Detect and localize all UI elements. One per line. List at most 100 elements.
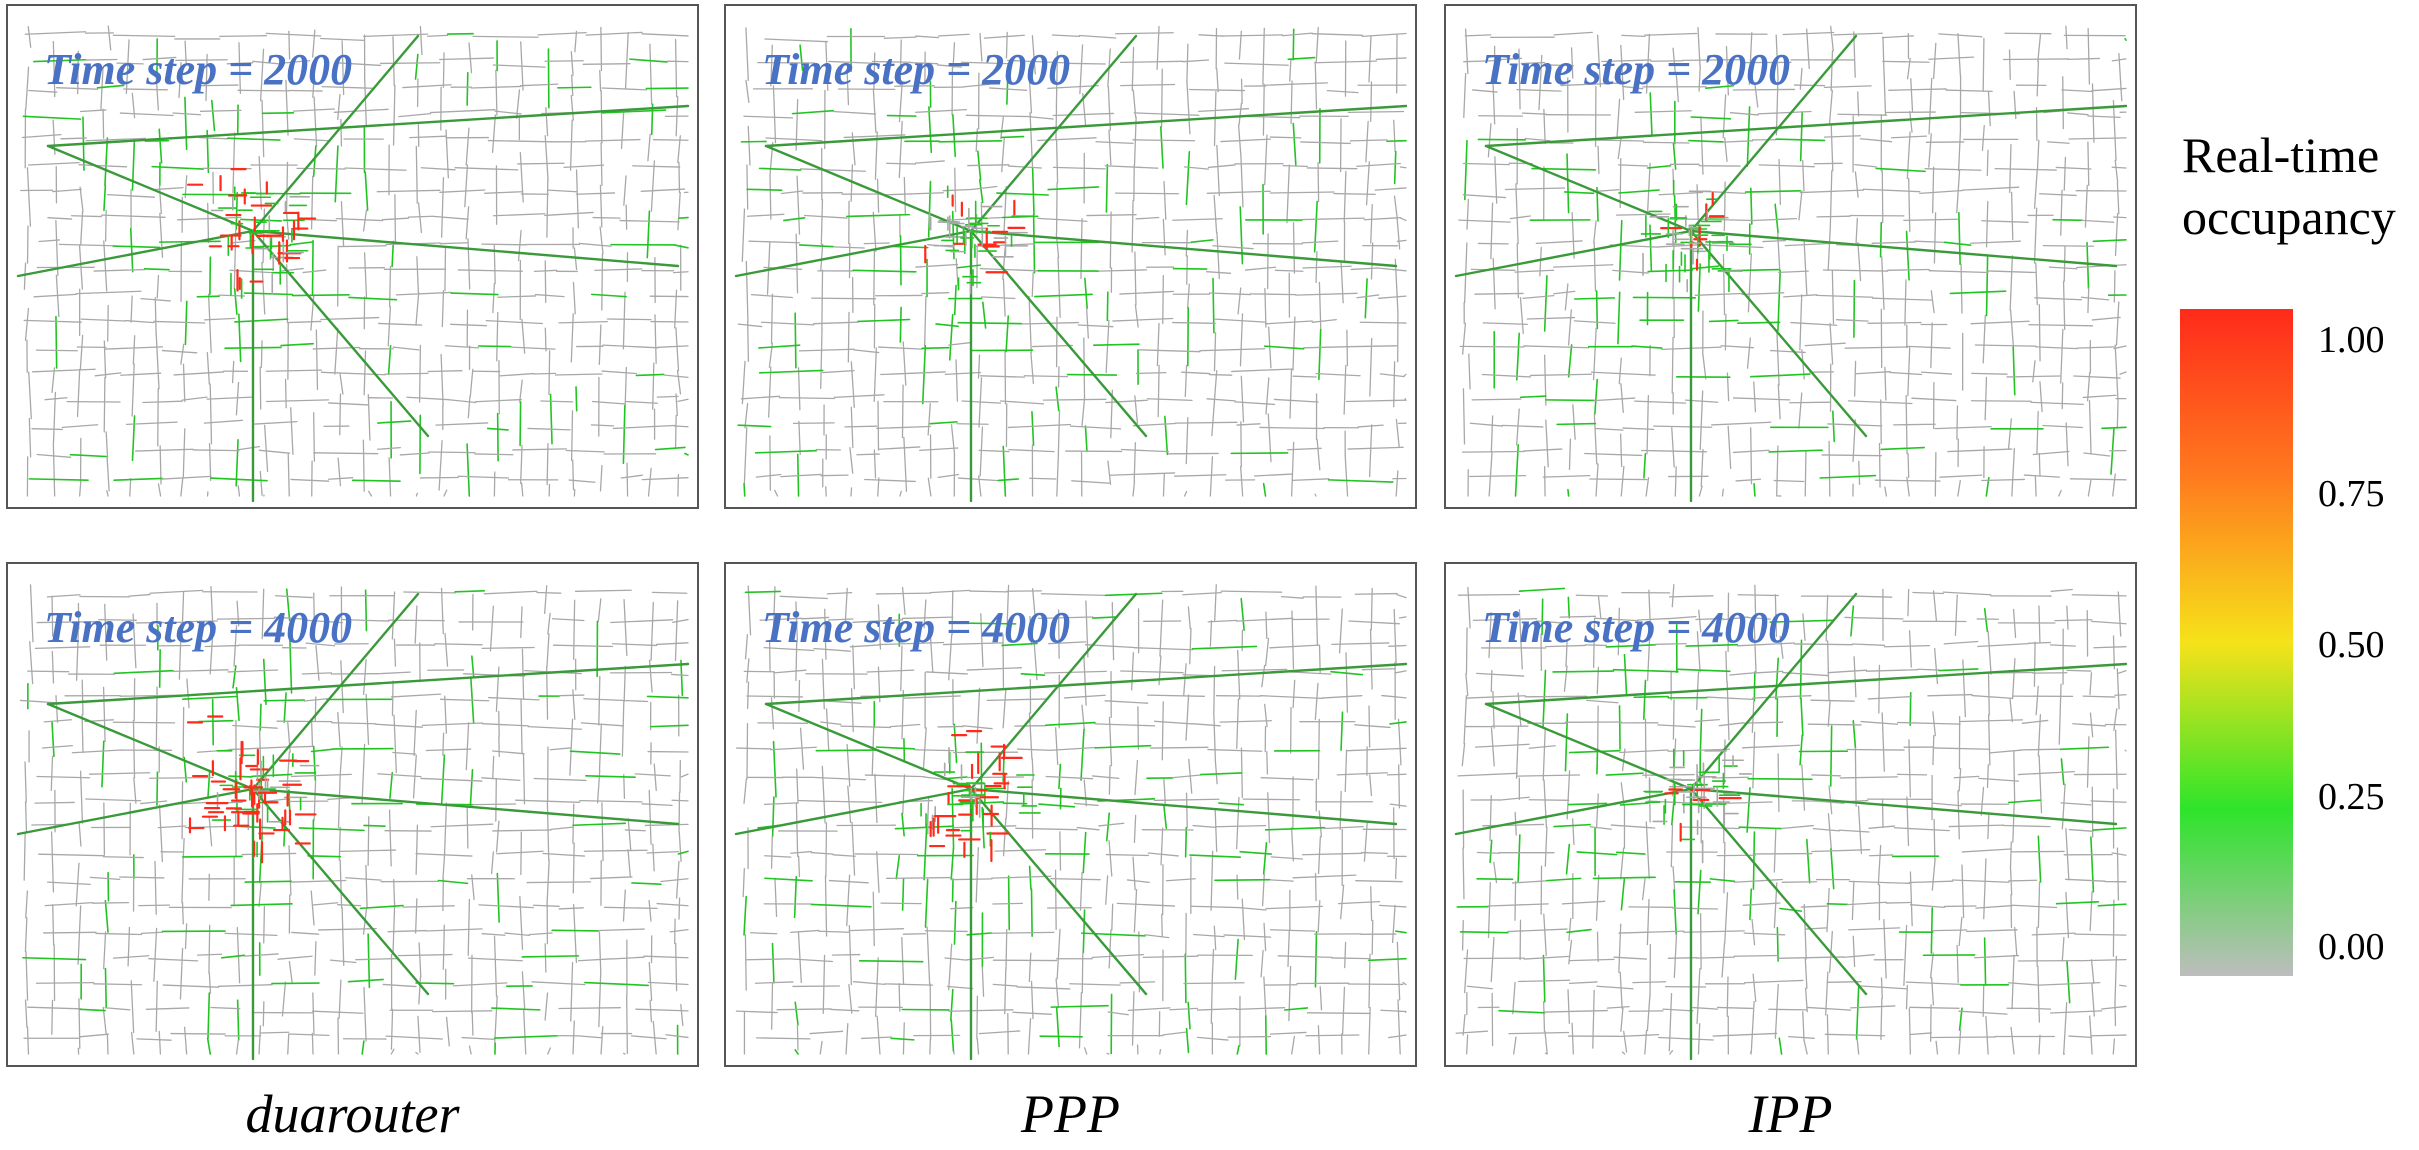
road-segment bbox=[1212, 948, 1215, 972]
road-segment bbox=[2034, 297, 2083, 301]
road-segment bbox=[1616, 98, 1621, 139]
road-segment bbox=[1241, 898, 1246, 941]
road-segment bbox=[107, 25, 112, 51]
road-network-map bbox=[1454, 25, 2128, 503]
road-segment bbox=[1835, 319, 1869, 322]
road-segment bbox=[1777, 384, 1781, 420]
road-segment bbox=[334, 327, 339, 375]
road-segment bbox=[1239, 850, 1273, 855]
road-segment bbox=[327, 477, 354, 480]
road-segment bbox=[1240, 152, 1244, 208]
road-segment bbox=[520, 444, 523, 485]
road-segment bbox=[1622, 427, 1655, 431]
road-segment bbox=[746, 164, 749, 210]
road-segment bbox=[1216, 231, 1220, 280]
road-segment bbox=[1187, 606, 1191, 630]
road-segment bbox=[1930, 290, 1935, 314]
road-segment bbox=[1086, 214, 1137, 217]
road-segment bbox=[631, 882, 662, 885]
road-segment bbox=[1974, 344, 2037, 347]
road-segment bbox=[1907, 588, 1910, 617]
road-segment bbox=[927, 402, 931, 436]
road-segment bbox=[1481, 373, 1532, 378]
road-segment bbox=[96, 84, 125, 89]
road-segment bbox=[1109, 472, 1176, 476]
road-segment bbox=[98, 618, 137, 621]
road-segment bbox=[1942, 591, 1992, 596]
road-segment bbox=[158, 804, 164, 863]
road-segment bbox=[1378, 295, 1407, 299]
road-segment bbox=[1994, 167, 2057, 171]
road-segment bbox=[1394, 670, 1407, 674]
road-segment bbox=[258, 449, 291, 454]
road-segment bbox=[1058, 763, 1062, 790]
road-segment bbox=[827, 618, 854, 621]
road-segment bbox=[521, 482, 524, 497]
road-segment bbox=[1001, 137, 1005, 173]
road-segment bbox=[898, 983, 901, 1012]
road-segment bbox=[1768, 449, 1823, 453]
road-segment bbox=[230, 239, 256, 244]
road-segment bbox=[2042, 424, 2084, 429]
panel-title: Time step = 2000 bbox=[1482, 45, 1791, 94]
road-segment bbox=[1518, 979, 1571, 983]
road-segment bbox=[1698, 485, 1703, 497]
road-segment bbox=[106, 490, 109, 497]
road-segment bbox=[1589, 478, 1648, 481]
road-segment bbox=[1240, 597, 1245, 631]
road-segment bbox=[1133, 889, 1138, 933]
road-segment bbox=[287, 453, 290, 497]
road-segment bbox=[820, 474, 849, 477]
road-segment bbox=[1347, 446, 1404, 450]
road-segment bbox=[976, 687, 981, 744]
road-segment bbox=[901, 877, 905, 911]
road-segment bbox=[1301, 240, 1339, 244]
road-segment bbox=[1291, 610, 1295, 670]
road-segment bbox=[1363, 216, 1402, 221]
road-segment bbox=[1234, 938, 1239, 980]
road-segment bbox=[1777, 753, 1780, 813]
road-segment bbox=[1546, 877, 1582, 882]
road-segment bbox=[1183, 663, 1187, 696]
arterial-road bbox=[16, 787, 255, 836]
road-segment bbox=[656, 395, 679, 398]
road-segment bbox=[2068, 1035, 2093, 1039]
road-segment bbox=[981, 296, 1016, 300]
road-segment bbox=[754, 449, 818, 454]
road-segment bbox=[1850, 1005, 1896, 1009]
road-segment bbox=[2066, 605, 2069, 630]
road-segment bbox=[1605, 644, 1657, 648]
road-segment bbox=[1457, 593, 1521, 596]
road-segment bbox=[811, 297, 877, 300]
road-segment bbox=[882, 192, 944, 196]
road-segment bbox=[25, 950, 29, 1001]
road-segment bbox=[966, 776, 1025, 779]
road-segment bbox=[1726, 976, 1729, 1017]
road-segment bbox=[901, 812, 905, 837]
road-segment bbox=[24, 307, 30, 341]
road-segment bbox=[1091, 954, 1145, 959]
road-segment bbox=[927, 180, 932, 238]
road-segment bbox=[2090, 1034, 2127, 1037]
road-segment bbox=[745, 958, 791, 961]
road-segment bbox=[2039, 381, 2043, 413]
road-segment bbox=[178, 623, 182, 680]
road-segment bbox=[937, 725, 964, 728]
road-segment bbox=[1750, 187, 1753, 225]
road-segment bbox=[290, 879, 347, 883]
road-segment bbox=[206, 396, 253, 400]
road-segment bbox=[1773, 827, 1777, 873]
road-segment bbox=[1877, 844, 1882, 886]
arterial-road bbox=[969, 229, 1148, 438]
road-segment bbox=[440, 353, 444, 407]
road-segment bbox=[1396, 216, 1401, 250]
road-segment bbox=[469, 768, 474, 808]
road-segment bbox=[653, 763, 657, 792]
road-segment bbox=[391, 591, 396, 640]
road-segment bbox=[1080, 932, 1146, 937]
road-segment bbox=[1798, 392, 1803, 429]
road-segment bbox=[983, 34, 1025, 39]
road-segment bbox=[1854, 360, 1857, 397]
road-segment bbox=[847, 311, 850, 363]
road-segment bbox=[1930, 907, 1934, 954]
